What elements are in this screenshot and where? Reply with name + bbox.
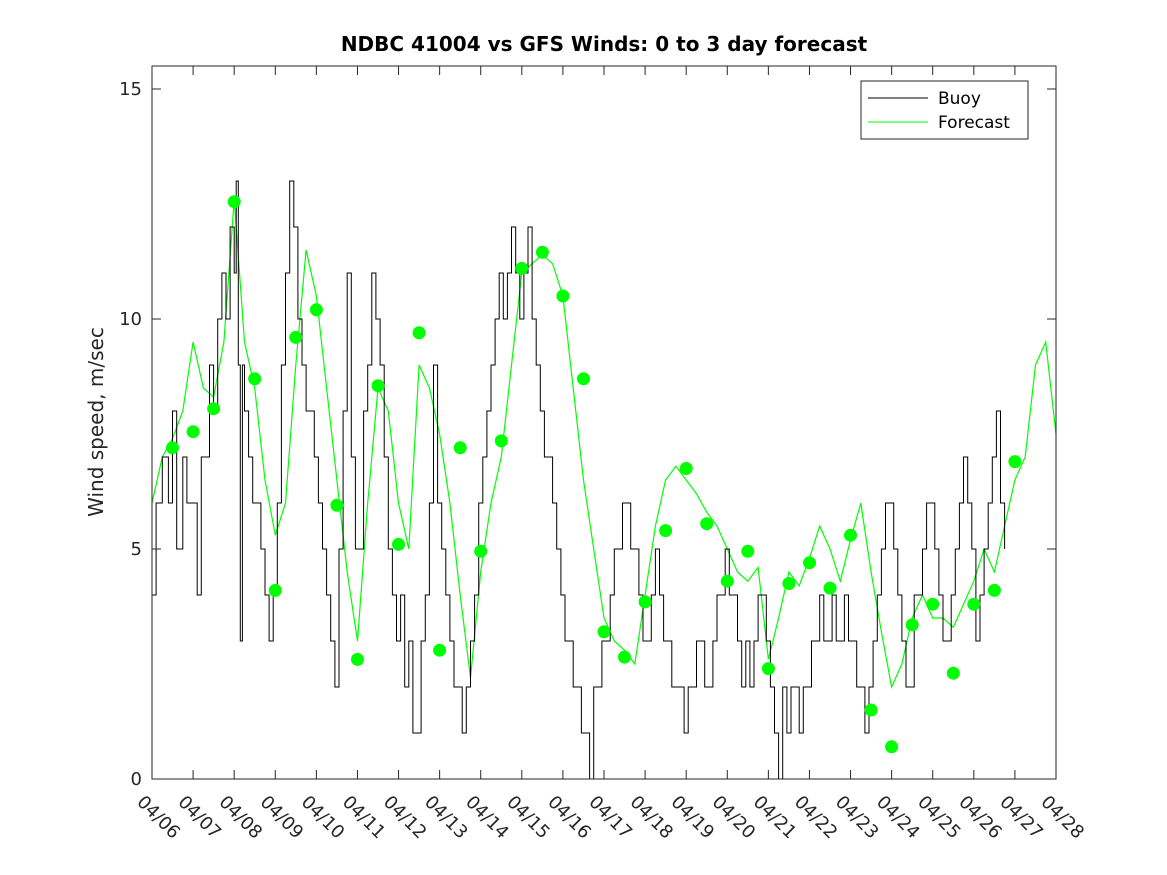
y-tick-label: 10 [119, 309, 142, 330]
forecast-marker-point [803, 556, 816, 570]
forecast-marker-point [474, 544, 488, 558]
forecast-marker-point [761, 662, 775, 676]
forecast-marker-point [268, 583, 282, 597]
plot-area [152, 66, 1056, 779]
forecast-marker-point [659, 524, 673, 538]
forecast-marker-point [987, 583, 1001, 597]
y-tick-label: 5 [131, 539, 142, 560]
legend-label-forecast: Forecast [938, 113, 1010, 133]
forecast-marker-point [494, 434, 508, 448]
forecast-marker-point [248, 372, 262, 386]
forecast-marker-point [967, 597, 981, 611]
forecast-marker-point [1008, 455, 1022, 469]
series-layer [151, 180, 1057, 780]
forecast-marker-point [720, 574, 734, 588]
legend: Buoy Forecast [860, 80, 1029, 140]
forecast-marker-point [577, 372, 590, 386]
y-tick-label: 15 [119, 79, 142, 100]
forecast-marker-point [946, 666, 960, 680]
forecast-marker-point [207, 402, 221, 416]
forecast-marker-point [351, 652, 364, 666]
legend-label-buoy: Buoy [938, 89, 981, 109]
forecast-marker-point [926, 597, 940, 611]
y-axis-label: Wind speed, m/sec [84, 327, 108, 517]
forecast-marker-point [700, 517, 714, 531]
forecast-marker-point [515, 261, 529, 275]
forecast-marker-point [433, 643, 447, 657]
chart-title: NDBC 41004 vs GFS Winds: 0 to 3 day fore… [341, 32, 868, 56]
forecast-marker-point [535, 245, 549, 259]
forecast-marker-point [741, 544, 755, 558]
marker-layer [166, 195, 1022, 754]
forecast-marker-point [823, 581, 837, 595]
forecast-marker-point [166, 441, 179, 455]
forecast-marker-point [597, 625, 611, 639]
legend-box [860, 80, 1029, 140]
forecast-marker-point [330, 498, 344, 512]
forecast-marker-point [905, 618, 919, 632]
forecast-marker-point [782, 577, 796, 590]
forecast-marker-point [289, 330, 303, 344]
forecast-marker-point [638, 595, 652, 609]
forecast-marker-point [412, 326, 426, 340]
forecast-marker-point [864, 703, 878, 717]
y-tick-label: 0 [131, 769, 142, 790]
buoy-series-line [152, 180, 1006, 780]
forecast-marker-point [679, 462, 693, 475]
forecast-marker-point [844, 528, 857, 542]
forecast-marker-point [392, 537, 405, 551]
forecast-series-line [151, 199, 1057, 690]
forecast-marker-point [453, 441, 467, 455]
forecast-marker-point [885, 740, 899, 754]
forecast-marker-point [309, 303, 323, 317]
forecast-marker-point [371, 379, 385, 393]
forecast-marker-point [618, 650, 631, 664]
forecast-marker-point [227, 195, 241, 209]
forecast-marker-point [186, 425, 200, 439]
forecast-marker-point [556, 289, 570, 303]
